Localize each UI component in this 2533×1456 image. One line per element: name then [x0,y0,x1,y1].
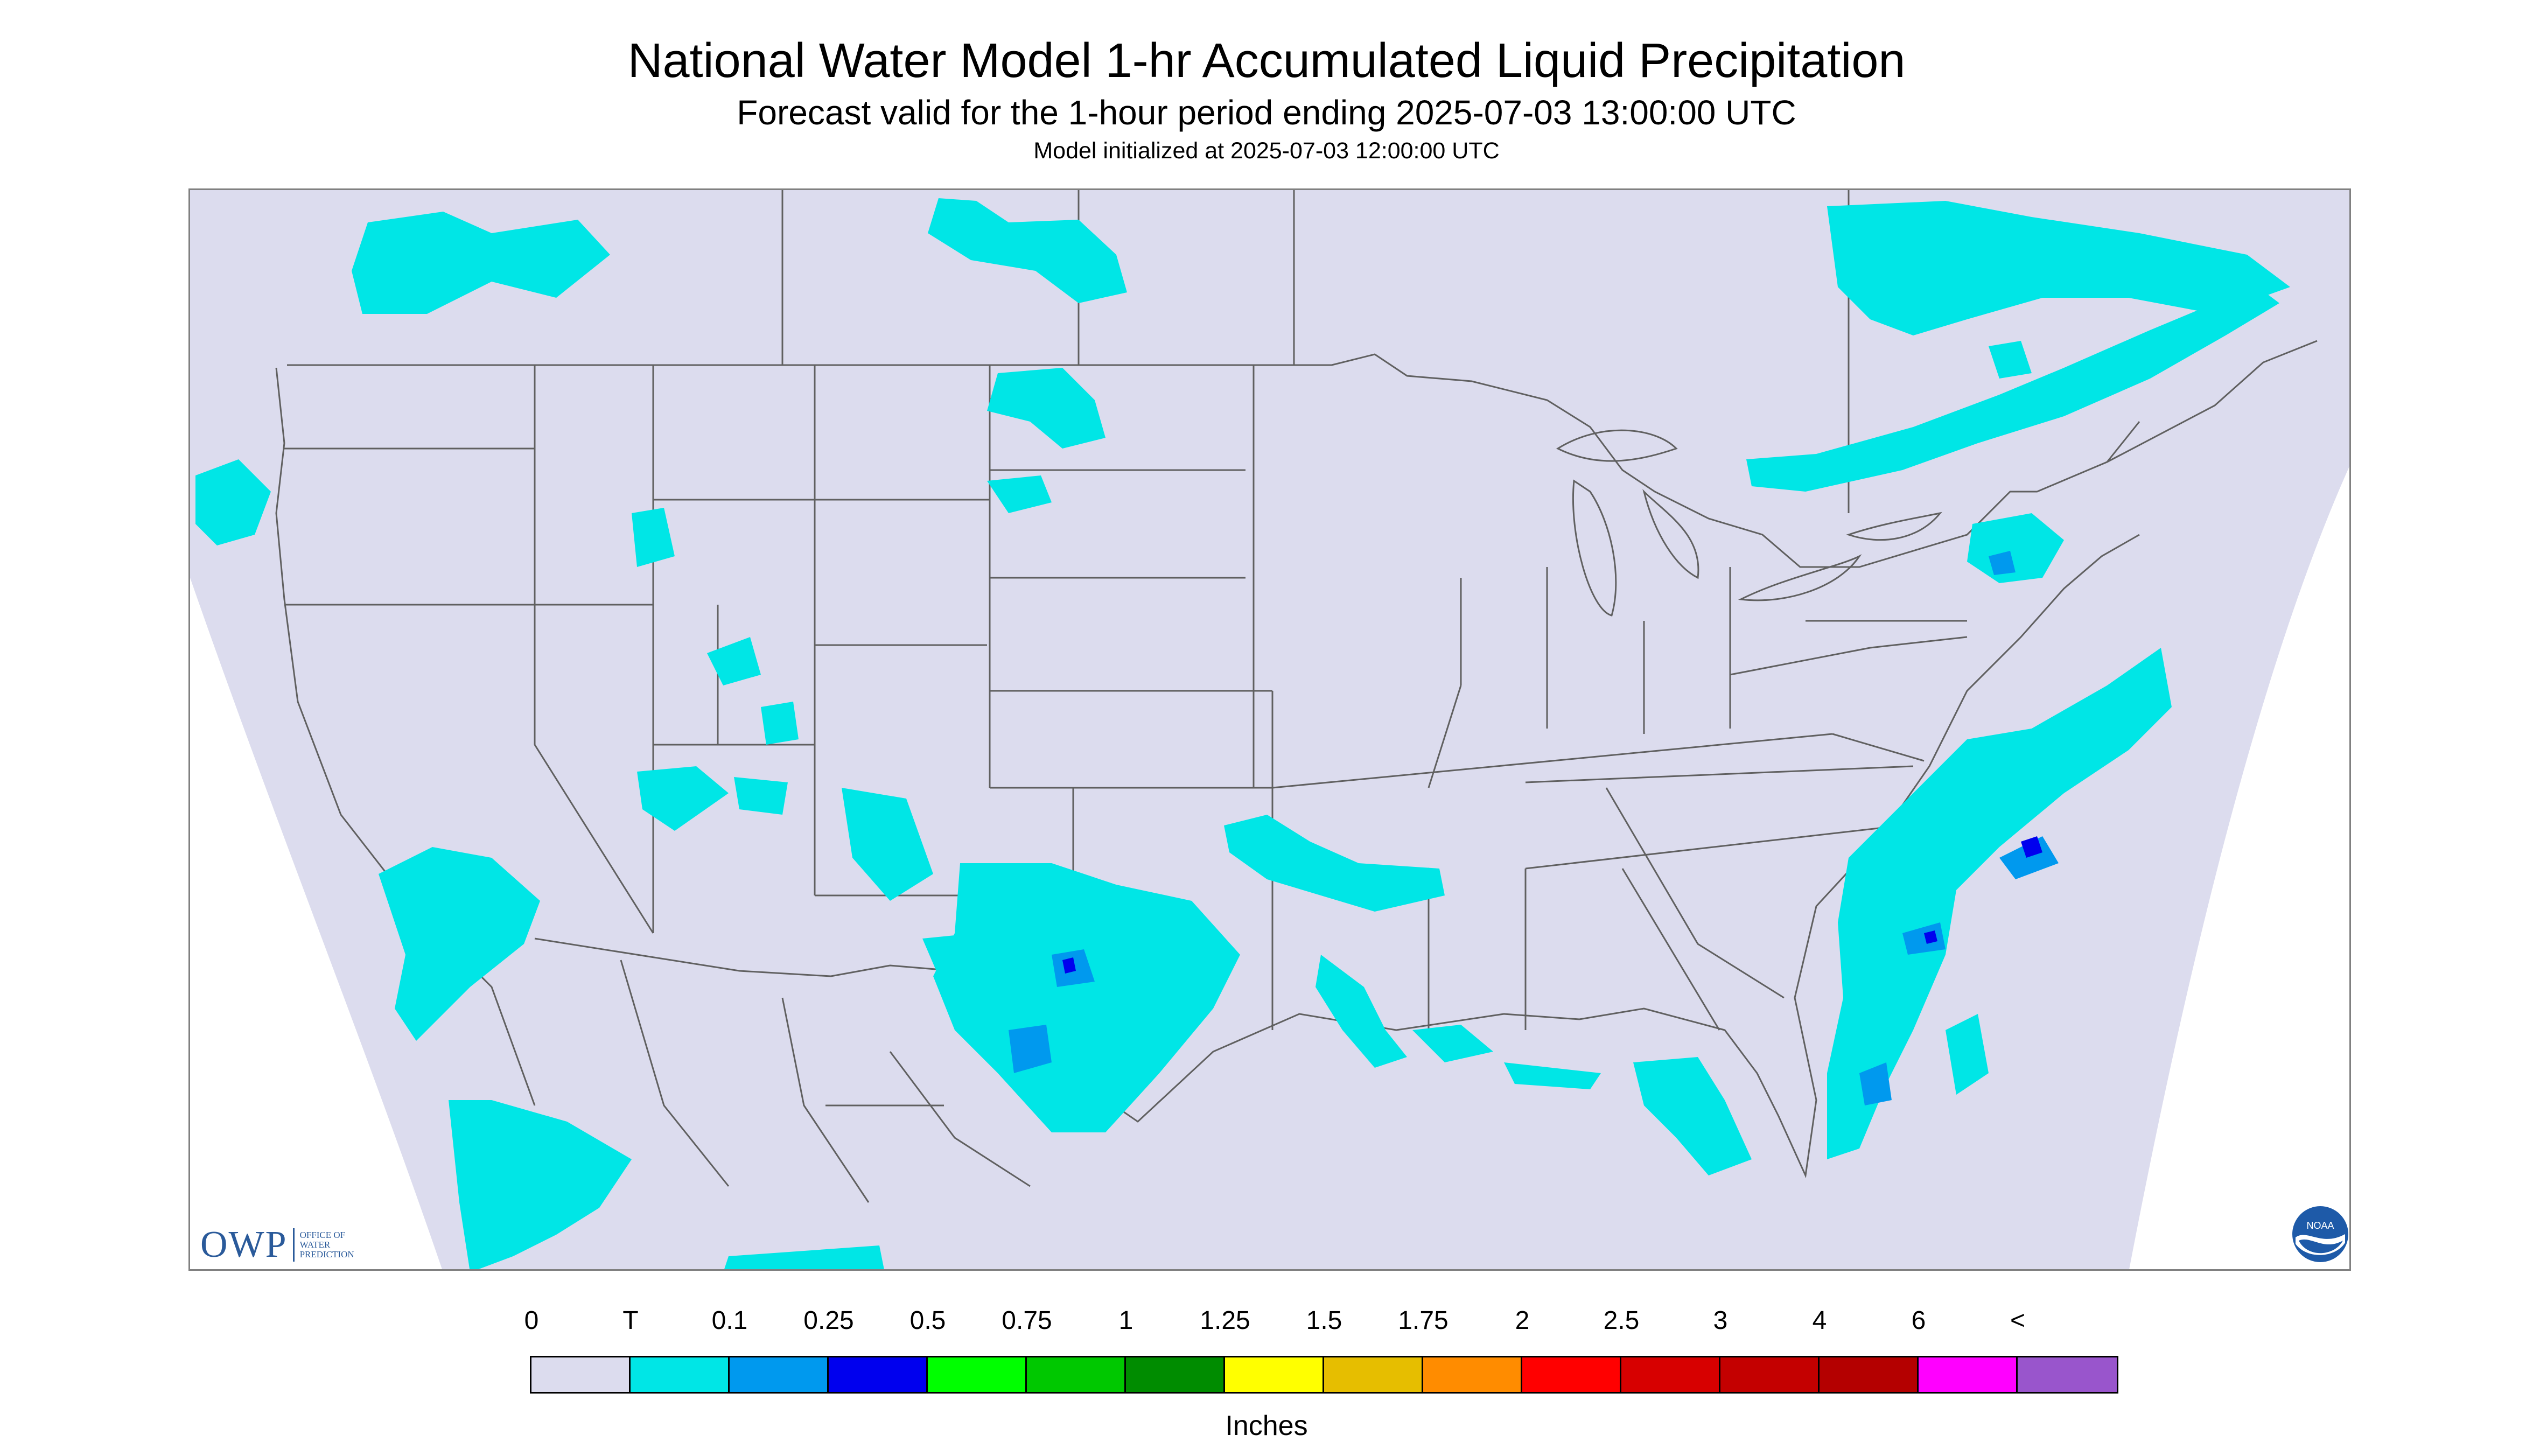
legend-swatch [1621,1357,1720,1392]
legend-labels: 0 T 0.1 0.25 0.5 0.75 1 1.25 1.5 1.75 2 2.5 3 4 6 < [0,1306,2533,1338]
legend-label: 3 [1713,1306,1728,1335]
owp-logo-divider [292,1228,295,1262]
precip-trace-areas [195,198,2290,1269]
us-canada-border [287,340,2318,568]
legend-label: 0.5 [909,1306,946,1335]
owp-word-prediction: PREDICTION [299,1249,354,1259]
legend-swatch [1423,1357,1522,1392]
legend-label: 0.1 [711,1306,748,1335]
owp-logo: OWP OFFICE OF WATER PREDICTION [200,1223,354,1266]
legend-label: 1.25 [1200,1306,1250,1335]
legend-swatch [1126,1357,1225,1392]
legend-label: 2.5 [1603,1306,1640,1335]
legend-label: T [622,1306,639,1335]
gulf-atlantic-coast [986,534,2140,1179]
legend-label: 0 [524,1306,539,1335]
legend-swatch [928,1357,1027,1392]
great-lakes [1556,429,1942,617]
precip-heavy-areas [1062,836,2042,974]
legend-swatch [1522,1357,1621,1392]
legend-label: 1.75 [1398,1306,1449,1335]
map-canvas [190,190,2349,1269]
legend-swatch [1324,1357,1423,1392]
legend-label: 1 [1118,1306,1133,1335]
legend-label: 1.5 [1306,1306,1342,1335]
mexico-state-lines [620,960,1031,1203]
legend-swatch [1919,1357,2018,1392]
noaa-logo-icon: NOAA [2292,1206,2348,1262]
legend-swatch [730,1357,829,1392]
model-init-text: Model initialized at 2025-07-03 12:00:00… [1033,138,1500,164]
legend-swatch [829,1357,928,1392]
legend-swatch [1820,1357,1919,1392]
legend-swatch [1720,1357,1820,1392]
legend-units: Inches [1225,1410,1308,1441]
map-title: National Water Model 1-hr Accumulated Li… [627,34,1906,88]
owp-word-water: WATER [299,1240,331,1250]
svg-text:NOAA: NOAA [2306,1220,2334,1231]
legend-swatch [531,1357,631,1392]
boundary-lines [275,190,2318,1203]
legend-label: 2 [1515,1306,1530,1335]
legend-swatch [2018,1357,2117,1392]
legend-swatch [1225,1357,1324,1392]
owp-word-office: OFFICE OF [299,1230,346,1240]
map-subtitle: Forecast valid for the 1-hour period end… [737,93,1796,132]
owp-logo-mark: OWP [200,1224,288,1265]
legend-label: 4 [1812,1306,1827,1335]
legend-color-bar [530,1356,2118,1394]
legend-label: 0.75 [1002,1306,1052,1335]
legend-swatch [1027,1357,1126,1392]
legend-label: 6 [1911,1306,1926,1335]
legend-label: 0.25 [803,1306,854,1335]
legend-swatch [631,1357,730,1392]
precipitation-map [188,188,2351,1271]
legend-label: < [2010,1306,2026,1335]
owp-logo-words: OFFICE OF WATER PREDICTION [300,1230,354,1259]
